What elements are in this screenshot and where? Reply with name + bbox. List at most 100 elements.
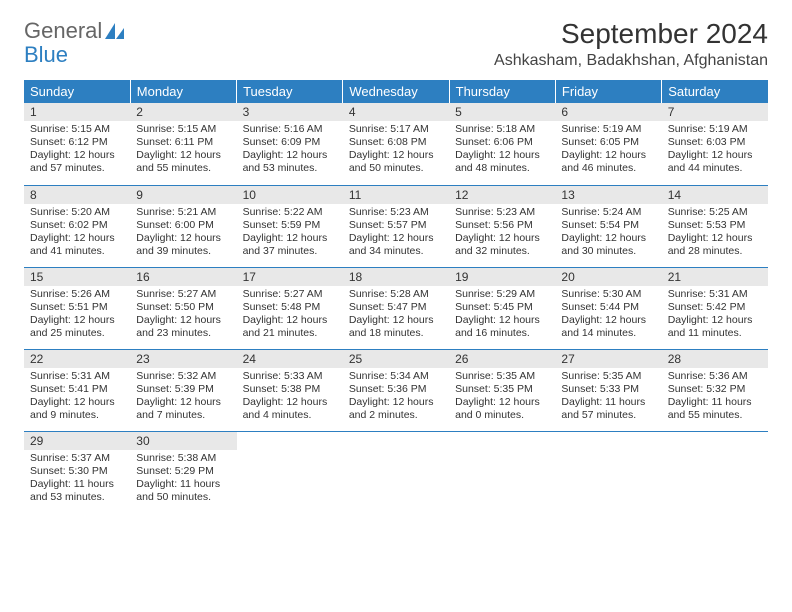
day-number: 24 [237, 350, 343, 368]
day-details: Sunrise: 5:27 AMSunset: 5:48 PMDaylight:… [237, 286, 343, 345]
day-number: 7 [662, 103, 768, 121]
day-details: Sunrise: 5:32 AMSunset: 5:39 PMDaylight:… [130, 368, 236, 427]
day-number: 29 [24, 432, 130, 450]
day-details: Sunrise: 5:34 AMSunset: 5:36 PMDaylight:… [343, 368, 449, 427]
day-number: 1 [24, 103, 130, 121]
day-number: 10 [237, 186, 343, 204]
calendar-cell: 17Sunrise: 5:27 AMSunset: 5:48 PMDayligh… [237, 267, 343, 349]
calendar-table: Sunday Monday Tuesday Wednesday Thursday… [24, 80, 768, 513]
calendar-cell: 12Sunrise: 5:23 AMSunset: 5:56 PMDayligh… [449, 185, 555, 267]
calendar-cell: 21Sunrise: 5:31 AMSunset: 5:42 PMDayligh… [662, 267, 768, 349]
day-number: 20 [555, 268, 661, 286]
calendar-cell: 10Sunrise: 5:22 AMSunset: 5:59 PMDayligh… [237, 185, 343, 267]
day-number: 22 [24, 350, 130, 368]
calendar-cell: 8Sunrise: 5:20 AMSunset: 6:02 PMDaylight… [24, 185, 130, 267]
day-number: 15 [24, 268, 130, 286]
calendar-cell: 4Sunrise: 5:17 AMSunset: 6:08 PMDaylight… [343, 103, 449, 185]
calendar-cell [449, 431, 555, 513]
day-number: 2 [130, 103, 236, 121]
day-number: 16 [130, 268, 236, 286]
calendar-cell: 26Sunrise: 5:35 AMSunset: 5:35 PMDayligh… [449, 349, 555, 431]
calendar-cell [662, 431, 768, 513]
weekday-header: Friday [555, 80, 661, 103]
calendar-cell: 16Sunrise: 5:27 AMSunset: 5:50 PMDayligh… [130, 267, 236, 349]
calendar-row: 22Sunrise: 5:31 AMSunset: 5:41 PMDayligh… [24, 349, 768, 431]
day-number: 8 [24, 186, 130, 204]
weekday-header: Monday [130, 80, 236, 103]
day-number: 13 [555, 186, 661, 204]
calendar-cell [343, 431, 449, 513]
weekday-header: Sunday [24, 80, 130, 103]
calendar-cell: 28Sunrise: 5:36 AMSunset: 5:32 PMDayligh… [662, 349, 768, 431]
day-number: 27 [555, 350, 661, 368]
day-details: Sunrise: 5:31 AMSunset: 5:42 PMDaylight:… [662, 286, 768, 345]
day-details: Sunrise: 5:16 AMSunset: 6:09 PMDaylight:… [237, 121, 343, 180]
weekday-header: Tuesday [237, 80, 343, 103]
day-number: 6 [555, 103, 661, 121]
calendar-cell: 24Sunrise: 5:33 AMSunset: 5:38 PMDayligh… [237, 349, 343, 431]
day-number: 9 [130, 186, 236, 204]
calendar-cell: 15Sunrise: 5:26 AMSunset: 5:51 PMDayligh… [24, 267, 130, 349]
calendar-cell: 23Sunrise: 5:32 AMSunset: 5:39 PMDayligh… [130, 349, 236, 431]
day-details: Sunrise: 5:23 AMSunset: 5:56 PMDaylight:… [449, 204, 555, 263]
day-details: Sunrise: 5:24 AMSunset: 5:54 PMDaylight:… [555, 204, 661, 263]
calendar-row: 1Sunrise: 5:15 AMSunset: 6:12 PMDaylight… [24, 103, 768, 185]
day-details: Sunrise: 5:22 AMSunset: 5:59 PMDaylight:… [237, 204, 343, 263]
calendar-cell: 29Sunrise: 5:37 AMSunset: 5:30 PMDayligh… [24, 431, 130, 513]
calendar-cell: 11Sunrise: 5:23 AMSunset: 5:57 PMDayligh… [343, 185, 449, 267]
day-details: Sunrise: 5:30 AMSunset: 5:44 PMDaylight:… [555, 286, 661, 345]
day-number: 12 [449, 186, 555, 204]
calendar-cell: 14Sunrise: 5:25 AMSunset: 5:53 PMDayligh… [662, 185, 768, 267]
logo-text-2: Blue [24, 42, 68, 68]
weekday-header: Wednesday [343, 80, 449, 103]
calendar-cell: 2Sunrise: 5:15 AMSunset: 6:11 PMDaylight… [130, 103, 236, 185]
day-number: 26 [449, 350, 555, 368]
weekday-header: Thursday [449, 80, 555, 103]
day-details: Sunrise: 5:26 AMSunset: 5:51 PMDaylight:… [24, 286, 130, 345]
title-block: September 2024 Ashkasham, Badakhshan, Af… [494, 18, 768, 70]
day-details: Sunrise: 5:38 AMSunset: 5:29 PMDaylight:… [130, 450, 236, 509]
day-details: Sunrise: 5:29 AMSunset: 5:45 PMDaylight:… [449, 286, 555, 345]
calendar-cell: 18Sunrise: 5:28 AMSunset: 5:47 PMDayligh… [343, 267, 449, 349]
day-details: Sunrise: 5:15 AMSunset: 6:12 PMDaylight:… [24, 121, 130, 180]
day-details: Sunrise: 5:18 AMSunset: 6:06 PMDaylight:… [449, 121, 555, 180]
day-number: 4 [343, 103, 449, 121]
page-title: September 2024 [494, 18, 768, 50]
day-number: 21 [662, 268, 768, 286]
calendar-cell: 13Sunrise: 5:24 AMSunset: 5:54 PMDayligh… [555, 185, 661, 267]
logo: General [24, 18, 126, 44]
calendar-cell: 25Sunrise: 5:34 AMSunset: 5:36 PMDayligh… [343, 349, 449, 431]
day-number: 5 [449, 103, 555, 121]
day-number: 28 [662, 350, 768, 368]
day-number: 30 [130, 432, 236, 450]
day-details: Sunrise: 5:31 AMSunset: 5:41 PMDaylight:… [24, 368, 130, 427]
day-details: Sunrise: 5:36 AMSunset: 5:32 PMDaylight:… [662, 368, 768, 427]
calendar-cell: 7Sunrise: 5:19 AMSunset: 6:03 PMDaylight… [662, 103, 768, 185]
calendar-cell: 5Sunrise: 5:18 AMSunset: 6:06 PMDaylight… [449, 103, 555, 185]
calendar-cell [237, 431, 343, 513]
day-details: Sunrise: 5:19 AMSunset: 6:05 PMDaylight:… [555, 121, 661, 180]
calendar-cell: 6Sunrise: 5:19 AMSunset: 6:05 PMDaylight… [555, 103, 661, 185]
calendar-row: 8Sunrise: 5:20 AMSunset: 6:02 PMDaylight… [24, 185, 768, 267]
day-details: Sunrise: 5:35 AMSunset: 5:33 PMDaylight:… [555, 368, 661, 427]
calendar-cell: 19Sunrise: 5:29 AMSunset: 5:45 PMDayligh… [449, 267, 555, 349]
day-number: 19 [449, 268, 555, 286]
day-details: Sunrise: 5:33 AMSunset: 5:38 PMDaylight:… [237, 368, 343, 427]
day-details: Sunrise: 5:17 AMSunset: 6:08 PMDaylight:… [343, 121, 449, 180]
calendar-cell: 9Sunrise: 5:21 AMSunset: 6:00 PMDaylight… [130, 185, 236, 267]
calendar-cell: 27Sunrise: 5:35 AMSunset: 5:33 PMDayligh… [555, 349, 661, 431]
day-details: Sunrise: 5:35 AMSunset: 5:35 PMDaylight:… [449, 368, 555, 427]
day-details: Sunrise: 5:28 AMSunset: 5:47 PMDaylight:… [343, 286, 449, 345]
weekday-header: Saturday [662, 80, 768, 103]
day-details: Sunrise: 5:15 AMSunset: 6:11 PMDaylight:… [130, 121, 236, 180]
day-details: Sunrise: 5:25 AMSunset: 5:53 PMDaylight:… [662, 204, 768, 263]
calendar-cell: 22Sunrise: 5:31 AMSunset: 5:41 PMDayligh… [24, 349, 130, 431]
calendar-cell: 1Sunrise: 5:15 AMSunset: 6:12 PMDaylight… [24, 103, 130, 185]
day-details: Sunrise: 5:27 AMSunset: 5:50 PMDaylight:… [130, 286, 236, 345]
calendar-row: 29Sunrise: 5:37 AMSunset: 5:30 PMDayligh… [24, 431, 768, 513]
location-text: Ashkasham, Badakhshan, Afghanistan [494, 52, 768, 70]
logo-sail-icon [104, 22, 126, 40]
day-number: 11 [343, 186, 449, 204]
day-details: Sunrise: 5:37 AMSunset: 5:30 PMDaylight:… [24, 450, 130, 509]
day-number: 3 [237, 103, 343, 121]
